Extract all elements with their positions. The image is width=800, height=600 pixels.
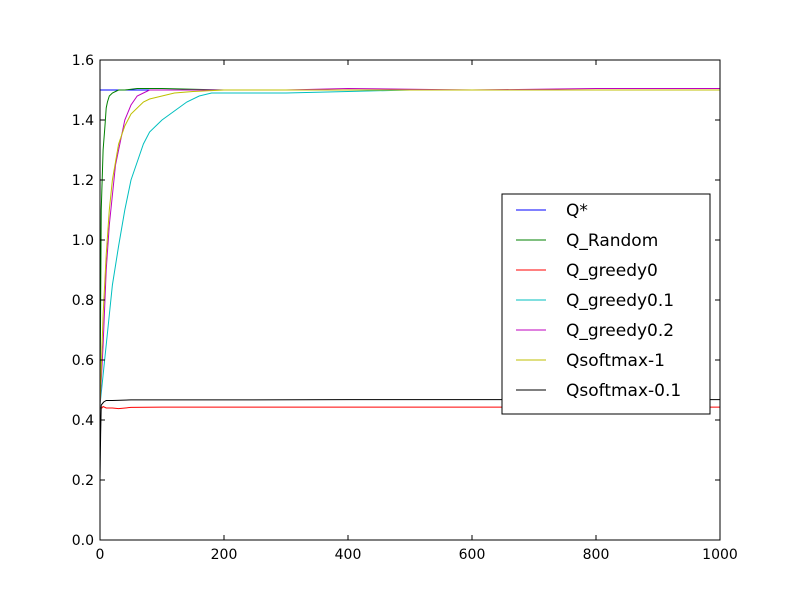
y-tick-label: 1.2 (72, 173, 94, 189)
x-tick-label: 400 (335, 547, 362, 563)
y-tick-label: 0.6 (72, 353, 94, 369)
legend-label: Q_greedy0 (566, 261, 658, 281)
series-line-qsoftmax-0-1 (99, 399, 720, 481)
series-line-q-greedy0-2 (99, 87, 720, 406)
legend-label: Q* (566, 201, 588, 221)
y-tick-label: 0.2 (72, 473, 94, 489)
legend-box (501, 193, 711, 415)
y-tick-label: 0.4 (72, 413, 94, 429)
y-tick-label: 0.0 (72, 533, 94, 549)
x-tick-label: 0 (96, 547, 105, 563)
legend-label: Qsoftmax-0.1 (566, 381, 681, 401)
legend-label: Q_greedy0.1 (566, 291, 674, 311)
series-line-qsoftmax-1 (99, 89, 720, 406)
y-tick-label: 1.0 (72, 233, 94, 249)
series-line-q-greedy0 (100, 405, 720, 410)
legend-label: Q_Random (566, 231, 658, 251)
series-lines (99, 87, 720, 481)
legend-label: Qsoftmax-1 (566, 351, 665, 371)
x-tick-label: 200 (211, 547, 238, 563)
x-tick-label: 800 (583, 547, 610, 563)
axis-ticks: 0 200 400 600 800 1000 0.0 0.2 0.4 0.6 0.8 1.0 1.2 1.… (72, 53, 738, 563)
legend: Q* Q_Random Q_greedy0 Q_greedy0.1 Q_greedy0.… (501, 193, 711, 415)
legend-label: Q_greedy0.2 (566, 321, 674, 341)
y-tick-label: 1.4 (72, 113, 94, 129)
x-tick-label: 1000 (702, 547, 738, 563)
y-tick-label: 0.8 (72, 293, 94, 309)
y-tick-label: 1.6 (72, 53, 94, 69)
x-tick-label: 600 (459, 547, 486, 563)
